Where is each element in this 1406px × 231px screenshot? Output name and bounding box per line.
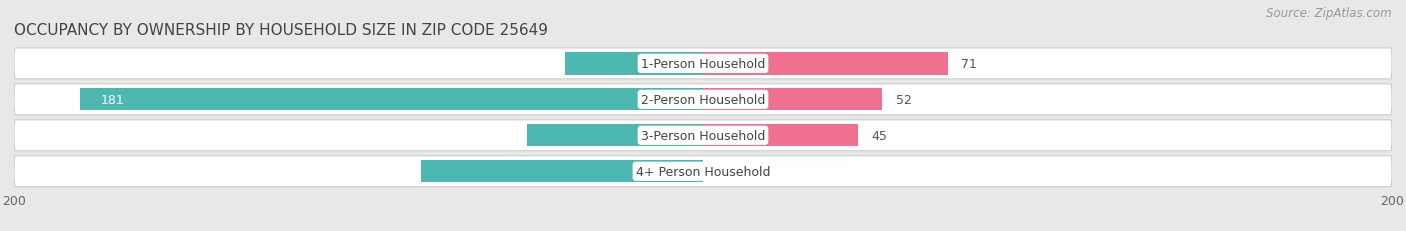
- FancyBboxPatch shape: [14, 49, 1392, 79]
- Text: 181: 181: [100, 93, 124, 106]
- Bar: [703, 89, 882, 111]
- Bar: [420, 160, 703, 183]
- Text: Source: ZipAtlas.com: Source: ZipAtlas.com: [1267, 7, 1392, 20]
- Bar: [80, 89, 703, 111]
- Text: 3-Person Household: 3-Person Household: [641, 129, 765, 142]
- Text: 40: 40: [681, 58, 696, 71]
- Text: 71: 71: [962, 58, 977, 71]
- Bar: [527, 125, 703, 147]
- Text: 51: 51: [681, 129, 696, 142]
- Text: 0: 0: [717, 165, 724, 178]
- Bar: [703, 125, 858, 147]
- Text: 1-Person Household: 1-Person Household: [641, 58, 765, 71]
- Text: 4+ Person Household: 4+ Person Household: [636, 165, 770, 178]
- Text: 82: 82: [681, 165, 696, 178]
- Text: OCCUPANCY BY OWNERSHIP BY HOUSEHOLD SIZE IN ZIP CODE 25649: OCCUPANCY BY OWNERSHIP BY HOUSEHOLD SIZE…: [14, 23, 548, 38]
- FancyBboxPatch shape: [14, 156, 1392, 187]
- Bar: [703, 53, 948, 75]
- Text: 2-Person Household: 2-Person Household: [641, 93, 765, 106]
- Bar: [565, 53, 703, 75]
- FancyBboxPatch shape: [14, 120, 1392, 151]
- FancyBboxPatch shape: [14, 85, 1392, 115]
- Text: 45: 45: [872, 129, 887, 142]
- Text: 52: 52: [896, 93, 911, 106]
